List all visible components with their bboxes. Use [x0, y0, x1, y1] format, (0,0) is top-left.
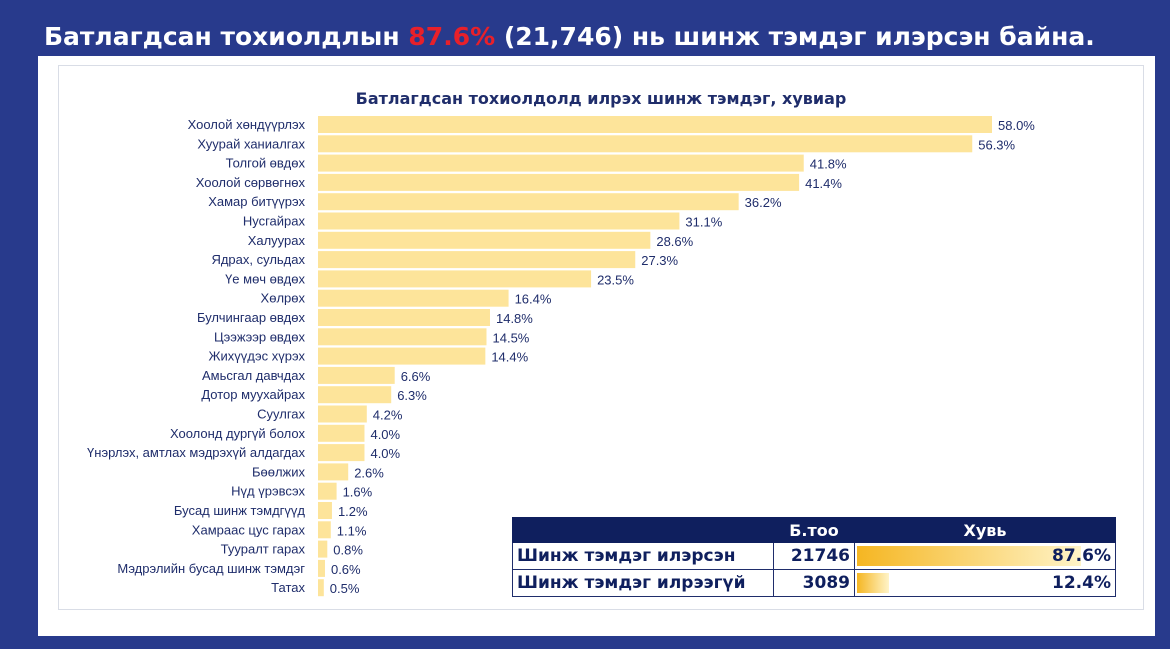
summary-row-label: Шинж тэмдэг илэрсэн — [512, 542, 774, 570]
value-label: 0.8% — [333, 543, 363, 558]
summary-row-percent-cell: 12.4% — [854, 569, 1116, 597]
bar-17 — [318, 424, 365, 442]
category-label: Суулгах — [257, 407, 305, 422]
value-label: 41.4% — [805, 176, 842, 191]
category-label: Ядрах, сульдах — [211, 252, 305, 267]
summary-row-percent-cell: 87.6% — [854, 542, 1116, 570]
category-label: Үе мөч өвдөх — [225, 271, 305, 286]
headline-highlight: 87.6% — [408, 22, 496, 51]
bar-19 — [318, 463, 349, 481]
category-label: Мэдрэлийн бусад шинж тэмдэг — [117, 561, 305, 576]
category-label: Хоолой хөндүүрлэх — [188, 117, 306, 132]
summary-header-row: Б.тоо Хувь — [512, 517, 1116, 543]
summary-row-count: 21746 — [773, 542, 855, 570]
value-label: 36.2% — [745, 195, 782, 210]
category-label: Амьсгал давчдах — [202, 368, 305, 383]
category-label: Хоолой сөрвөгнөх — [196, 175, 306, 190]
value-label: 0.6% — [331, 562, 361, 577]
bar-13 — [318, 347, 486, 365]
category-label: Цээжээр өвдөх — [214, 329, 305, 344]
category-label: Хөлрөх — [261, 291, 306, 306]
bar-21 — [318, 502, 332, 519]
bar-8 — [318, 251, 636, 269]
chart-frame: Батлагдсан тохиолдолд илрэх шинж тэмдэг,… — [58, 65, 1144, 610]
category-label: Тууралт гарах — [221, 542, 306, 557]
value-label: 31.1% — [685, 215, 722, 230]
category-label: Дотор муухайрах — [201, 387, 305, 402]
category-label: Нүд үрэвсэх — [231, 484, 305, 499]
bar-6 — [318, 212, 680, 230]
bar-5 — [318, 193, 739, 211]
summary-header-blank — [512, 517, 774, 543]
category-label: Булчингаар өвдөх — [197, 310, 306, 325]
value-label: 41.8% — [810, 157, 847, 172]
category-label: Нусгайрах — [243, 214, 306, 229]
summary-header-count: Б.тоо — [773, 517, 855, 543]
summary-table: Б.тоо Хувь Шинж тэмдэг илэрсэн 21746 87.… — [512, 517, 1116, 597]
bar-14 — [318, 366, 395, 384]
value-label: 6.3% — [397, 388, 427, 403]
value-label: 14.8% — [496, 311, 533, 326]
summary-row-percent: 87.6% — [1052, 546, 1111, 566]
summary-row-percent: 12.4% — [1052, 573, 1111, 593]
summary-row-symptomatic: Шинж тэмдэг илэрсэн 21746 87.6% — [512, 542, 1116, 570]
bar-9 — [318, 270, 592, 288]
category-label: Бусад шинж тэмдгүүд — [174, 503, 306, 518]
value-label: 14.5% — [493, 330, 530, 345]
bar-22 — [318, 521, 331, 539]
value-label: 1.2% — [338, 504, 368, 519]
bar-10 — [318, 289, 509, 307]
category-label: Татах — [271, 580, 305, 595]
bar-11 — [318, 309, 490, 326]
summary-row-label: Шинж тэмдэг илрээгүй — [512, 569, 774, 597]
value-label: 27.3% — [641, 253, 678, 268]
value-label: 1.1% — [337, 523, 367, 538]
percent-bar — [857, 546, 1082, 566]
value-label: 16.4% — [515, 292, 552, 307]
bar-23 — [318, 540, 328, 558]
value-label: 2.6% — [354, 465, 384, 480]
summary-header-percent: Хувь — [854, 517, 1116, 543]
bar-1 — [318, 116, 992, 133]
bar-4 — [318, 173, 800, 191]
bar-2 — [318, 135, 973, 153]
summary-row-count: 3089 — [773, 569, 855, 597]
category-label: Жихүүдэс хүрэх — [209, 349, 306, 364]
bar-15 — [318, 386, 392, 404]
category-label: Хуурай ханиалгах — [197, 136, 305, 151]
value-label: 4.0% — [370, 446, 400, 461]
percent-bar — [857, 573, 889, 593]
value-label: 56.3% — [978, 137, 1015, 152]
category-label: Бөөлжих — [252, 464, 306, 479]
bar-20 — [318, 482, 337, 500]
summary-row-asymptomatic: Шинж тэмдэг илрээгүй 3089 12.4% — [512, 569, 1116, 597]
category-label: Үнэрлэх, амтлах мэдрэхүй алдагдах — [87, 445, 305, 460]
value-label: 14.4% — [491, 350, 528, 365]
bar-16 — [318, 405, 367, 423]
page-headline: Батлагдсан тохиолдлын 87.6% (21,746) нь … — [44, 22, 1095, 51]
headline-after: (21,746) нь шинж тэмдэг илэрсэн байна. — [495, 22, 1095, 51]
chart-title: Батлагдсан тохиолдолд илрэх шинж тэмдэг,… — [355, 89, 847, 108]
value-label: 28.6% — [656, 234, 693, 249]
headline-before: Батлагдсан тохиолдлын — [44, 22, 409, 51]
category-label: Толгой өвдөх — [226, 156, 306, 171]
category-label: Хоолонд дургүй болох — [170, 426, 306, 441]
category-label: Хамар битүүрэх — [208, 194, 305, 209]
category-label: Хамраас цус гарах — [192, 522, 306, 537]
value-label: 58.0% — [998, 118, 1035, 133]
category-label: Халуурах — [248, 233, 306, 248]
bar-18 — [318, 444, 365, 462]
value-label: 4.2% — [373, 408, 403, 423]
value-label: 1.6% — [343, 485, 373, 500]
bar-3 — [318, 154, 804, 172]
value-label: 4.0% — [370, 427, 400, 442]
bar-7 — [318, 231, 651, 249]
bar-25 — [318, 579, 324, 597]
value-label: 6.6% — [401, 369, 431, 384]
bar-12 — [318, 328, 487, 346]
bar-24 — [318, 559, 325, 577]
value-label: 23.5% — [597, 272, 634, 287]
value-label: 0.5% — [330, 581, 360, 596]
